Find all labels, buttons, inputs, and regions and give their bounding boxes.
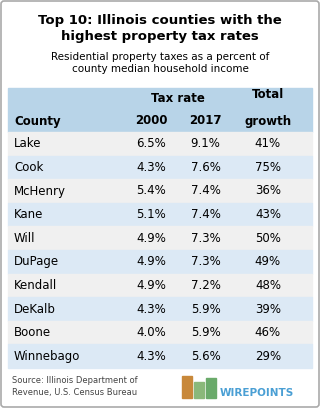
Text: Top 10: Illinois counties with the
highest property tax rates: Top 10: Illinois counties with the highe… <box>38 14 282 43</box>
Text: McHenry: McHenry <box>14 184 66 197</box>
Text: 5.1%: 5.1% <box>136 208 166 221</box>
Text: 4.9%: 4.9% <box>136 232 166 245</box>
Text: County: County <box>14 115 60 127</box>
Bar <box>8 179 312 203</box>
Text: Cook: Cook <box>14 161 44 174</box>
Text: Kane: Kane <box>14 208 44 221</box>
Text: 7.3%: 7.3% <box>191 232 220 245</box>
Text: 39%: 39% <box>255 302 281 315</box>
Text: 4.9%: 4.9% <box>136 255 166 268</box>
Text: Will: Will <box>14 232 36 245</box>
Text: WIREPOINTS: WIREPOINTS <box>220 388 294 398</box>
Text: DuPage: DuPage <box>14 255 59 268</box>
Text: 2000: 2000 <box>135 115 167 127</box>
Text: 7.6%: 7.6% <box>191 161 220 174</box>
Bar <box>8 132 312 155</box>
Text: Residential property taxes as a percent of
county median household income: Residential property taxes as a percent … <box>51 52 269 74</box>
Bar <box>8 321 312 344</box>
Bar <box>8 297 312 321</box>
Text: 4.3%: 4.3% <box>136 161 166 174</box>
Text: 5.9%: 5.9% <box>191 302 220 315</box>
Text: 7.3%: 7.3% <box>191 255 220 268</box>
Text: 41%: 41% <box>255 137 281 150</box>
Bar <box>206 378 216 398</box>
Text: Boone: Boone <box>14 326 51 339</box>
Text: 50%: 50% <box>255 232 281 245</box>
Text: 4.3%: 4.3% <box>136 350 166 363</box>
Text: 4.3%: 4.3% <box>136 302 166 315</box>
Bar <box>8 88 312 132</box>
Text: DeKalb: DeKalb <box>14 302 56 315</box>
Text: 4.0%: 4.0% <box>136 326 166 339</box>
Text: 7.4%: 7.4% <box>191 208 220 221</box>
Bar <box>8 226 312 250</box>
Bar <box>8 250 312 274</box>
Text: 9.1%: 9.1% <box>191 137 220 150</box>
Text: Lake: Lake <box>14 137 42 150</box>
Bar <box>8 155 312 179</box>
Text: 6.5%: 6.5% <box>136 137 166 150</box>
Text: 5.9%: 5.9% <box>191 326 220 339</box>
Text: Kendall: Kendall <box>14 279 57 292</box>
Bar <box>194 382 204 398</box>
Text: 48%: 48% <box>255 279 281 292</box>
Text: 49%: 49% <box>255 255 281 268</box>
Text: growth: growth <box>244 115 292 127</box>
Text: 5.4%: 5.4% <box>136 184 166 197</box>
Text: 2017: 2017 <box>189 115 222 127</box>
Text: Total: Total <box>252 87 284 100</box>
Text: Tax rate: Tax rate <box>151 93 205 106</box>
Text: 75%: 75% <box>255 161 281 174</box>
Text: 36%: 36% <box>255 184 281 197</box>
Bar <box>8 274 312 297</box>
Text: 7.2%: 7.2% <box>191 279 220 292</box>
Text: 7.4%: 7.4% <box>191 184 220 197</box>
Text: Winnebago: Winnebago <box>14 350 80 363</box>
Text: 4.9%: 4.9% <box>136 279 166 292</box>
Text: 29%: 29% <box>255 350 281 363</box>
Bar <box>8 203 312 226</box>
Text: 5.6%: 5.6% <box>191 350 220 363</box>
Bar <box>8 344 312 368</box>
Bar <box>182 376 192 398</box>
Text: 46%: 46% <box>255 326 281 339</box>
Text: Source: Illinois Department of
Revenue, U.S. Census Bureau: Source: Illinois Department of Revenue, … <box>12 376 138 397</box>
Text: 43%: 43% <box>255 208 281 221</box>
